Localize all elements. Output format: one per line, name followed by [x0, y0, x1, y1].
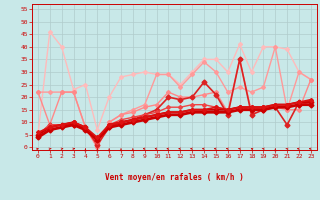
X-axis label: Vent moyen/en rafales ( km/h ): Vent moyen/en rafales ( km/h )	[105, 173, 244, 182]
